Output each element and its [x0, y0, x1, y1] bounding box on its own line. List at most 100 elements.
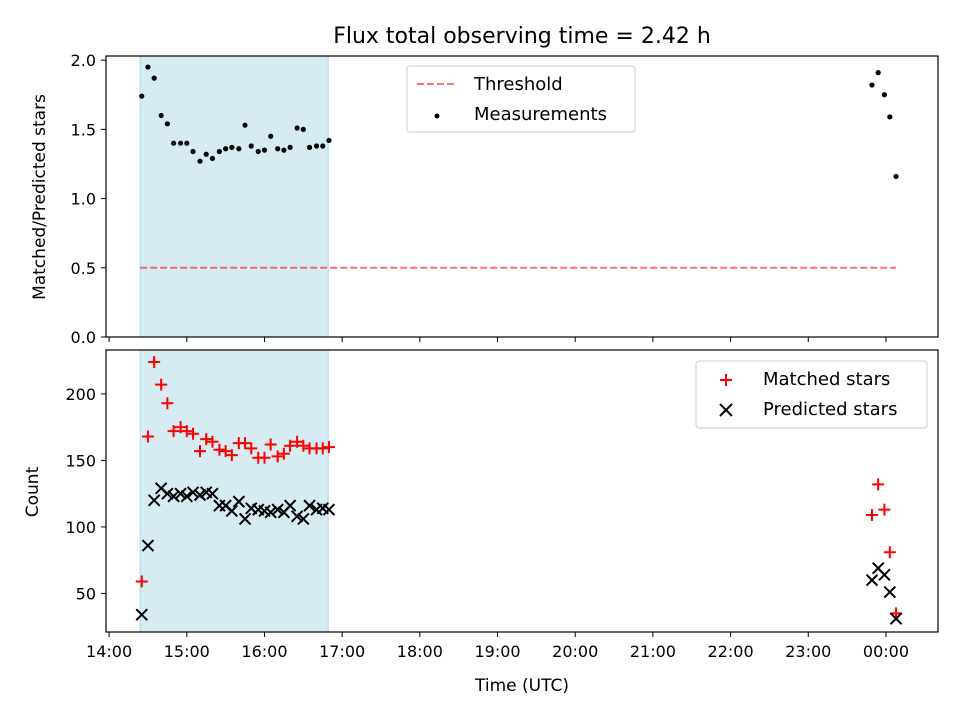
predicted-stars-point — [297, 512, 310, 526]
measurement-point — [300, 126, 306, 132]
matched-stars-point — [322, 441, 335, 454]
matched-stars-point — [271, 450, 284, 463]
x-tick-label: 22:00 — [708, 642, 754, 661]
axes-frame — [105, 349, 939, 633]
predicted-stars-point — [238, 512, 252, 526]
x-tick-label: 18:00 — [397, 642, 443, 661]
bottom-y-axis-label: Count — [23, 466, 43, 517]
measurement-point — [229, 144, 235, 150]
measurement-point — [145, 64, 151, 70]
measurement-point — [869, 82, 875, 88]
measurement-point — [158, 112, 164, 119]
y-tick-label: 2.0 — [71, 51, 96, 70]
bottom-legend: Matched stars Predicted stars — [695, 360, 928, 429]
measurement-point — [320, 143, 326, 149]
predicted-stars-point — [322, 503, 336, 516]
matched-stars-point — [872, 478, 885, 491]
matched-stars-point — [148, 355, 161, 368]
predicted-stars-point — [193, 488, 207, 502]
measurement-point — [203, 151, 209, 157]
measurement-point — [242, 122, 248, 128]
measurement-point — [255, 148, 261, 155]
measurement-point — [287, 144, 293, 150]
matched-stars-point — [264, 438, 277, 451]
legend-measurements-label: Measurements — [474, 104, 607, 125]
matched-stars-point — [141, 430, 154, 443]
matched-stars-point — [865, 508, 878, 521]
legend-matched-label: Matched stars — [763, 369, 890, 390]
y-tick-label: 150 — [65, 451, 96, 470]
x-tick-label: 16:00 — [241, 642, 287, 661]
measurement-point — [326, 137, 332, 144]
predicted-stars-point — [883, 585, 897, 599]
y-tick-label: 1.0 — [71, 190, 96, 209]
measurement-point — [216, 148, 223, 155]
predicted-stars-point — [206, 487, 219, 500]
x-axis-label: Time (UTC) — [474, 676, 569, 696]
matched-stars-point — [161, 397, 174, 410]
matched-stars-point — [225, 449, 238, 462]
measurement-point — [177, 140, 184, 146]
x-tick-label: 15:00 — [164, 642, 210, 661]
chart-title: Flux total observing time = 2.42 h — [333, 24, 711, 49]
matched-stars-point — [284, 439, 297, 452]
legend-measurements-swatch — [434, 113, 440, 119]
matched-stars-point — [206, 435, 219, 448]
predicted-stars-point — [186, 486, 200, 499]
observing-span-shade — [139, 349, 329, 633]
x-tick-label: 23:00 — [785, 642, 831, 661]
y-tick-label: 0.0 — [71, 328, 96, 347]
matched-stars-point — [239, 437, 252, 450]
observing-span-shade — [139, 55, 329, 338]
legend-predicted-label: Predicted stars — [763, 399, 897, 420]
measurement-point — [184, 140, 190, 146]
top-panel: Flux total observing time = 2.42 h Match… — [30, 24, 939, 347]
x-tick-label: 00:00 — [863, 642, 909, 661]
x-tick-label: 19:00 — [474, 642, 520, 661]
matched-stars-point — [167, 425, 180, 438]
predicted-stars-point — [167, 490, 180, 503]
matched-stars-point — [316, 442, 329, 455]
matched-stars-point — [878, 503, 891, 516]
measurement-point — [139, 93, 145, 99]
predicted-stars-point — [161, 487, 174, 500]
axes-frame — [105, 55, 939, 338]
predicted-stars-point — [174, 487, 187, 500]
matched-stars-point — [258, 451, 271, 464]
measurement-point — [197, 158, 203, 164]
predicted-stars-point — [264, 506, 277, 519]
y-tick-label: 0.5 — [71, 259, 96, 278]
matched-stars-point — [155, 378, 168, 391]
y-tick-label: 1.5 — [71, 120, 96, 139]
measurement-point — [190, 148, 196, 155]
measurement-point — [164, 121, 170, 127]
predicted-stars-point — [290, 510, 304, 523]
matched-stars-point — [187, 427, 200, 440]
legend-predicted-swatch — [719, 403, 733, 417]
top-plot-area: 0.0 0.5 1.0 1.5 2.0 — [71, 51, 939, 347]
measurement-point — [261, 147, 268, 153]
y-tick-label: 200 — [65, 385, 96, 404]
measurement-point — [248, 143, 254, 149]
top-legend: Threshold Measurements — [406, 65, 636, 133]
measurement-point — [268, 133, 274, 139]
measurement-point — [294, 125, 300, 131]
x-tick-label: 21:00 — [630, 642, 676, 661]
top-legend-box — [406, 65, 636, 133]
legend-threshold-label: Threshold — [473, 74, 563, 95]
bottom-panel: Count Time (UTC) 50 100 150 200 14:00 15:00 16… — [23, 349, 939, 696]
matched-stars-point — [291, 435, 304, 448]
measurement-point — [875, 70, 881, 76]
bottom-legend-box — [695, 360, 928, 429]
measurement-point — [887, 114, 893, 120]
predicted-stars-point — [225, 504, 239, 518]
top-y-axis-label: Matched/Predicted stars — [30, 94, 50, 300]
measurement-point — [275, 146, 281, 152]
measurement-point — [881, 92, 887, 98]
predicted-stars-point — [141, 539, 155, 552]
y-tick-label: 100 — [65, 518, 96, 537]
measurement-point — [209, 155, 216, 162]
measurement-point — [170, 140, 177, 146]
predicted-stars-point — [865, 573, 879, 587]
